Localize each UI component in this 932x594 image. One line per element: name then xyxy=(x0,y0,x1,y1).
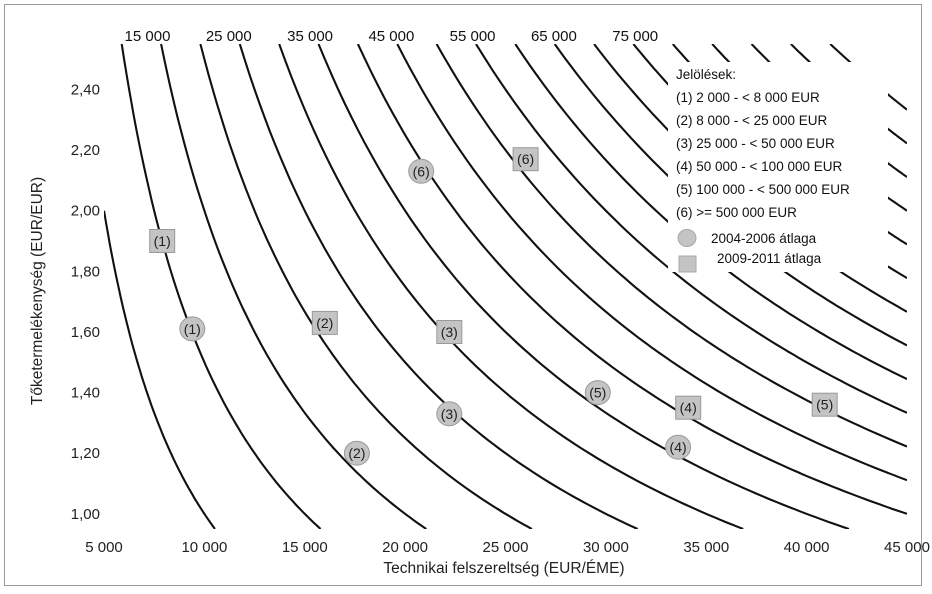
circle-marker xyxy=(408,158,435,184)
marker-label: (5) xyxy=(816,397,833,413)
isoquant-label: 15 000 xyxy=(125,28,171,45)
legend-entry: (2) 8 000 - < 25 000 EUR xyxy=(676,113,827,128)
x-tick-label: 5 000 xyxy=(85,539,123,556)
marker-label: (6) xyxy=(517,151,534,167)
legend-circle-label: 2004-2006 átlaga xyxy=(711,231,817,246)
isoquant-line xyxy=(238,44,639,529)
marker-label: (3) xyxy=(441,324,458,340)
isoquant-label: 65 000 xyxy=(531,28,577,45)
square-marker xyxy=(675,395,702,420)
marker-label: (2) xyxy=(316,315,333,331)
circle-marker xyxy=(436,401,463,427)
isoquant-line xyxy=(104,210,216,529)
legend-square-label: 2009-2011 átlaga xyxy=(717,251,822,266)
x-tick-label: 30 000 xyxy=(583,539,629,556)
marker-label: (4) xyxy=(680,400,697,416)
isoquant-line xyxy=(278,44,744,529)
marker-label: (4) xyxy=(670,439,687,455)
x-tick-label: 20 000 xyxy=(382,539,428,556)
isoquant-line xyxy=(160,44,427,529)
y-tick-label: 2,40 xyxy=(71,82,100,99)
isoquant-labels: 15 000 25 000 35 000 45 000 55 000 65 000 75 0… xyxy=(125,28,659,45)
legend-circle-marker xyxy=(677,229,697,247)
isoquant-label: 25 000 xyxy=(206,28,252,45)
legend-entry: (3) 25 000 - < 50 000 EUR xyxy=(676,136,835,151)
marker-label: (1) xyxy=(184,321,201,337)
square-marker xyxy=(436,320,463,344)
isoquant-label: 35 000 xyxy=(287,28,333,45)
circle-marker xyxy=(179,316,206,342)
x-tick-label: 10 000 xyxy=(181,539,227,556)
y-axis-ticks: 1,00 1,20 1,40 1,60 1,80 2,00 2,20 2,40 xyxy=(71,82,100,523)
legend-entry: (1) 2 000 - < 8 000 EUR xyxy=(676,90,820,105)
x-tick-label: 15 000 xyxy=(282,539,328,556)
square-marker xyxy=(149,229,176,253)
y-tick-label: 1,20 xyxy=(71,445,100,462)
isoquant-line xyxy=(120,44,322,529)
legend-square-marker xyxy=(678,255,697,273)
marker-label: (6) xyxy=(413,163,430,179)
x-axis-ticks: 5 000 10 000 15 000 20 000 25 000 30 000 35 00… xyxy=(85,539,930,556)
legend: Jelölések: (1) 2 000 - < 8 000 EUR (2) 8… xyxy=(668,62,888,273)
y-tick-label: 1,40 xyxy=(71,385,100,402)
x-tick-label: 40 000 xyxy=(784,539,830,556)
isoquant-label: 75 000 xyxy=(612,28,658,45)
x-tick-label: 35 000 xyxy=(683,539,729,556)
y-tick-label: 2,00 xyxy=(71,203,100,220)
legend-entry: (5) 100 000 - < 500 000 EUR xyxy=(676,182,850,197)
isoquant-label: 45 000 xyxy=(368,28,414,45)
legend-entry: (4) 50 000 - < 100 000 EUR xyxy=(676,159,842,174)
square-marker xyxy=(311,310,338,335)
isoquant-line xyxy=(475,44,907,414)
marker-label: (1) xyxy=(154,233,171,249)
marker-label: (5) xyxy=(589,385,606,401)
y-tick-label: 1,00 xyxy=(71,506,100,523)
x-tick-label: 25 000 xyxy=(483,539,529,556)
isoquant-label: 55 000 xyxy=(450,28,496,45)
marker-label: (2) xyxy=(348,445,365,461)
y-tick-label: 1,60 xyxy=(71,324,100,341)
y-axis-title: Tőketermelékenység (EUR/EUR) xyxy=(29,177,46,405)
square-marker xyxy=(512,147,539,172)
circle-marker xyxy=(665,434,692,460)
isoquant-line xyxy=(396,44,907,482)
square-marker xyxy=(811,392,838,417)
y-tick-label: 2,20 xyxy=(71,142,100,159)
isoquant-line xyxy=(199,44,533,529)
legend-title: Jelölések: xyxy=(676,67,736,82)
circle-marker xyxy=(343,440,370,466)
isoquant-line xyxy=(356,44,907,515)
data-markers: (1) (2) (3) (4) (5) (6) (1) (2) (3) (4) (5) (6) xyxy=(149,147,838,466)
marker-label: (3) xyxy=(441,406,458,422)
x-axis-title: Technikai felszereltség (EUR/ÉME) xyxy=(383,560,624,577)
y-tick-label: 1,80 xyxy=(71,263,100,280)
circle-marker xyxy=(584,380,611,406)
x-tick-label: 45 000 xyxy=(884,539,930,556)
legend-entry: (6) >= 500 000 EUR xyxy=(676,205,797,220)
isoquant-line xyxy=(317,44,850,529)
